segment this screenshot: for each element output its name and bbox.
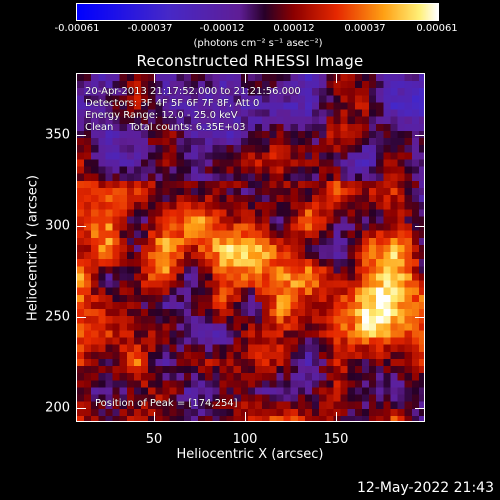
heatmap-image: [77, 74, 424, 421]
plot-area: 20-Apr-2013 21:17:52.000 to 21:21:56.000…: [76, 73, 425, 422]
y-tick-label: 350: [45, 127, 70, 143]
colorbar-units: (photons cm⁻² s⁻¹ asec⁻²): [193, 38, 323, 49]
y-tick-mark: [77, 226, 86, 227]
colorbar-tick-label: -0.00061: [54, 23, 100, 34]
y-tick-label: 250: [45, 309, 70, 325]
annotation-total-counts: Clean Total counts: 6.35E+03: [85, 122, 246, 133]
x-tick-mark: [336, 74, 337, 83]
x-tick-mark: [245, 412, 246, 421]
y-tick-label: 300: [45, 218, 70, 234]
colorbar-tick-label: 0.00012: [273, 23, 315, 34]
y-tick-mark: [77, 317, 86, 318]
plot-timestamp: 12-May-2022 21:43: [356, 480, 494, 496]
colorbar-tick-label: -0.00037: [127, 23, 173, 34]
x-tick-label: 150: [323, 432, 349, 447]
colorbar-tick-label: 0.00061: [416, 23, 458, 34]
annotation-detectors: Detectors: 3F 4F 5F 6F 7F 8F, Att 0: [85, 98, 260, 109]
x-axis-label: Heliocentric X (arcsec): [176, 447, 324, 462]
y-tick-mark: [415, 226, 424, 227]
y-tick-mark: [77, 408, 86, 409]
y-tick-mark: [415, 317, 424, 318]
annotation-energy-range: Energy Range: 12.0 - 25.0 keV: [85, 110, 238, 121]
colorbar: [76, 3, 439, 21]
y-tick-mark: [415, 408, 424, 409]
x-tick-label: 50: [145, 432, 163, 447]
y-tick-mark: [415, 135, 424, 136]
y-tick-mark: [77, 135, 86, 136]
colorbar-tick-label: 0.00037: [344, 23, 386, 34]
annotation-time-range: 20-Apr-2013 21:17:52.000 to 21:21:56.000: [85, 86, 301, 97]
x-tick-mark: [245, 74, 246, 83]
y-tick-label: 200: [45, 400, 70, 416]
annotation-peak-position: Position of Peak = [174,254]: [95, 398, 238, 409]
colorbar-tick-label: -0.00012: [199, 23, 245, 34]
x-tick-mark: [336, 412, 337, 421]
y-axis-label: Heliocentric Y (arcsec): [25, 175, 41, 321]
x-tick-mark: [154, 74, 155, 83]
x-tick-mark: [154, 412, 155, 421]
chart-title: Reconstructed RHESSI Image: [136, 52, 364, 70]
x-tick-label: 100: [232, 432, 258, 447]
